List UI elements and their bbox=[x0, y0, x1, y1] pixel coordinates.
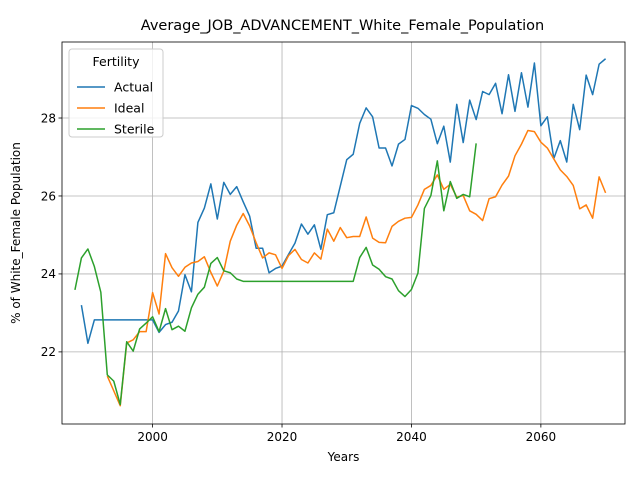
legend-label-ideal: Ideal bbox=[114, 101, 144, 116]
plot-frame bbox=[61, 41, 626, 425]
legend-box bbox=[68, 48, 164, 138]
series-line-actual bbox=[80, 58, 607, 345]
legend-label-sterile: Sterile bbox=[114, 122, 155, 137]
x-axis-label: Years bbox=[327, 450, 360, 464]
axis-ticks: 2000 2020 2040 2060 22 24 26 28 bbox=[41, 111, 556, 444]
series-line-sterile bbox=[74, 143, 477, 406]
x-tick-label: 2040 bbox=[396, 430, 427, 444]
y-tick-label: 22 bbox=[41, 345, 56, 359]
y-tick-label: 28 bbox=[41, 111, 56, 125]
legend-title: Fertility bbox=[93, 54, 141, 69]
series-lines bbox=[74, 58, 607, 407]
legend: Fertility Actual Ideal Sterile bbox=[68, 48, 164, 138]
legend-label-actual: Actual bbox=[114, 80, 153, 95]
y-axis-label: % of White_Female Population bbox=[9, 142, 23, 324]
series-line-ideal bbox=[106, 129, 607, 407]
y-tick-label: 24 bbox=[41, 267, 56, 281]
chart-title: Average_JOB_ADVANCEMENT_White_Female_Pop… bbox=[141, 18, 544, 34]
x-tick-label: 2000 bbox=[137, 430, 168, 444]
y-tick-label: 26 bbox=[41, 189, 56, 203]
x-tick-label: 2020 bbox=[267, 430, 298, 444]
x-tick-label: 2060 bbox=[526, 430, 557, 444]
